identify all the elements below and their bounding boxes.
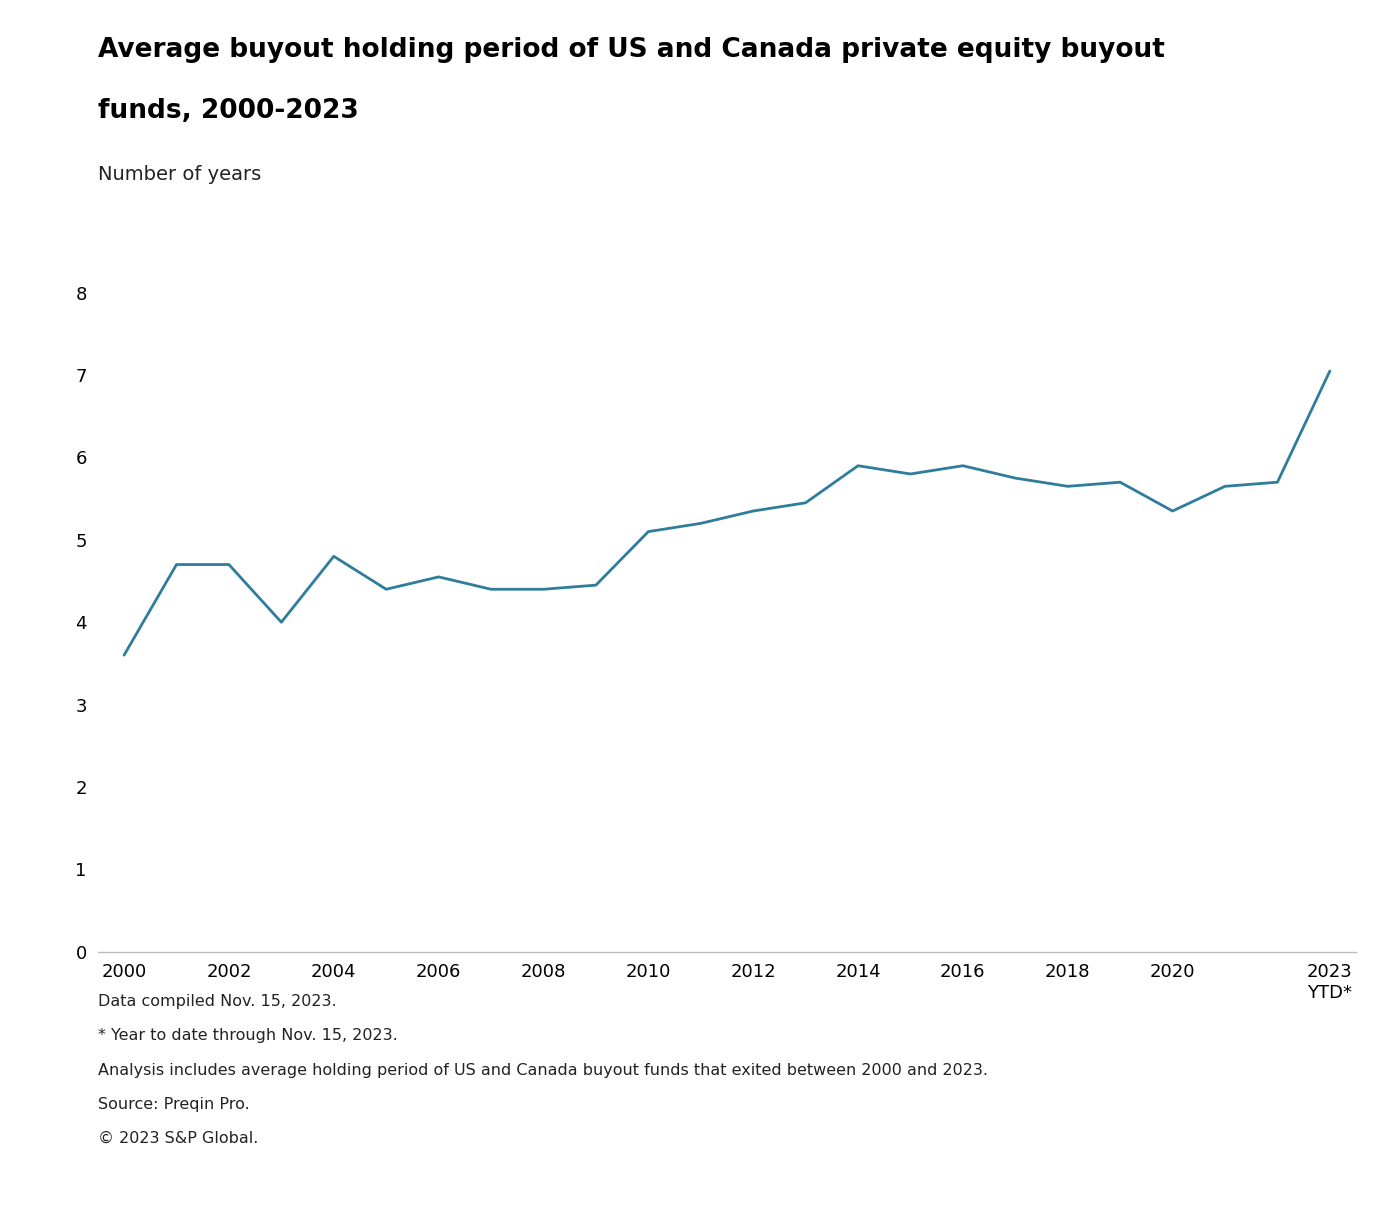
- Text: Source: Preqin Pro.: Source: Preqin Pro.: [98, 1097, 250, 1111]
- Text: * Year to date through Nov. 15, 2023.: * Year to date through Nov. 15, 2023.: [98, 1028, 397, 1043]
- Text: Number of years: Number of years: [98, 165, 261, 184]
- Text: funds, 2000-2023: funds, 2000-2023: [98, 98, 359, 123]
- Text: © 2023 S&P Global.: © 2023 S&P Global.: [98, 1131, 259, 1146]
- Text: Data compiled Nov. 15, 2023.: Data compiled Nov. 15, 2023.: [98, 994, 337, 1009]
- Text: Analysis includes average holding period of US and Canada buyout funds that exit: Analysis includes average holding period…: [98, 1063, 988, 1077]
- Text: Average buyout holding period of US and Canada private equity buyout: Average buyout holding period of US and …: [98, 37, 1165, 62]
